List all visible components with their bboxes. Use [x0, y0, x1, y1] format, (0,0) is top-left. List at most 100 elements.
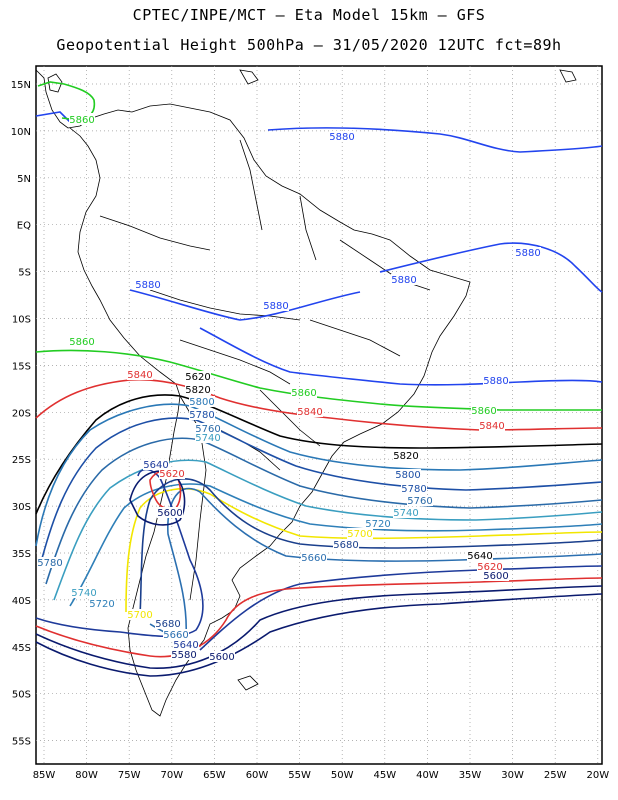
contour-label: 5680	[155, 619, 180, 630]
contour-label-bg	[159, 468, 185, 479]
contour-label: 5700	[127, 610, 152, 621]
title-line-1: CPTEC/INPE/MCT – Eta Model 15km – GFS	[132, 6, 486, 24]
contour-label: 5820	[185, 385, 210, 396]
lat-tick-label: 20S	[12, 408, 31, 419]
contour-label: 5860	[69, 337, 94, 348]
contour-label-bg	[333, 539, 359, 550]
contour-label-bg	[195, 432, 221, 443]
contour-label-bg	[71, 587, 97, 598]
contour-label: 5860	[471, 406, 496, 417]
contour-label-bg	[329, 131, 355, 142]
contour-label: 5800	[189, 397, 214, 408]
contour-label-bg	[347, 528, 373, 539]
contour-label: 5860	[291, 388, 316, 399]
contour-label-bg	[391, 274, 417, 285]
contour-label-bg	[393, 507, 419, 518]
contour-label-bg	[189, 409, 215, 420]
contour-label-bg	[365, 518, 391, 529]
lat-tick-label: 55S	[12, 737, 31, 748]
contour-label-bg	[195, 423, 221, 434]
contour-label-bg	[143, 459, 169, 470]
contour-label-bg	[393, 450, 419, 461]
contour-label: 5780	[401, 484, 426, 495]
lon-tick-label: 50W	[331, 770, 354, 781]
contour-label-bg	[89, 598, 115, 609]
lon-tick-label: 65W	[203, 770, 226, 781]
contour-label: 5640	[467, 551, 492, 562]
contour-label-bg	[163, 629, 189, 640]
contour-label-bg	[483, 570, 509, 581]
contour-label: 5600	[483, 571, 508, 582]
lon-tick-label: 40W	[416, 770, 439, 781]
lon-tick-label: 30W	[501, 770, 524, 781]
contour-label-bg	[479, 420, 505, 431]
contour-label: 5680	[333, 540, 358, 551]
contour-label: 5740	[71, 588, 96, 599]
contour-label-bg	[263, 300, 289, 311]
contour-label: 5720	[89, 599, 114, 610]
contour-label-bg	[69, 114, 95, 125]
contour-label-bg	[467, 550, 493, 561]
lat-tick-label: 40S	[12, 596, 31, 607]
contour-label: 5800	[395, 470, 420, 481]
contour-label: 5880	[391, 275, 416, 286]
lat-tick-label: 30S	[12, 502, 31, 513]
contour-label: 5780	[189, 410, 214, 421]
lat-tick-label: 10N	[11, 127, 31, 138]
contour-label: 5880	[329, 132, 354, 143]
contour-label: 5780	[37, 558, 62, 569]
contour-label: 5760	[195, 424, 220, 435]
contour-label: 5620	[477, 562, 502, 573]
title-line-2: Geopotential Height 500hPa – 31/05/2020 …	[56, 36, 562, 54]
contour-label-bg	[483, 375, 509, 386]
lat-tick-label: 15N	[11, 80, 31, 91]
contour-label-bg	[155, 618, 181, 629]
lat-tick-label: EQ	[17, 221, 31, 232]
contour-label-bg	[209, 651, 235, 662]
contour-label: 5840	[479, 421, 504, 432]
lon-tick-label: 85W	[33, 770, 56, 781]
lon-tick-label: 60W	[246, 770, 269, 781]
contour-label-bg	[407, 495, 433, 506]
contour-label: 5620	[185, 372, 210, 383]
lon-tick-label: 80W	[75, 770, 98, 781]
contour-label-bg	[189, 396, 215, 407]
contour-label: 5720	[365, 519, 390, 530]
contour-label-bg	[69, 336, 95, 347]
lon-tick-label: 45W	[373, 770, 396, 781]
axis-labels: 85W 80W 75W 70W 65W 60W 55W 50W 45W 40W 35W 30W 25W 2…	[11, 80, 609, 781]
contour-label-bg	[471, 405, 497, 416]
contour-label: 5660	[301, 553, 326, 564]
lon-tick-label: 70W	[160, 770, 183, 781]
lon-tick-label: 75W	[118, 770, 141, 781]
contour-label: 5700	[347, 529, 372, 540]
lat-tick-label: 25S	[12, 455, 31, 466]
contour-labels: 5880588058805880588058805880586058605860…	[37, 113, 541, 663]
lat-tick-label: 5N	[17, 174, 31, 185]
contour-label-bg	[401, 483, 427, 494]
contour-label: 5880	[483, 376, 508, 387]
contour-label-bg	[301, 552, 327, 563]
contour-label-bg	[185, 384, 211, 395]
contour-label: 5880	[263, 301, 288, 312]
contour-label-bg	[395, 469, 421, 480]
contour-label-bg	[37, 557, 63, 568]
lon-tick-label: 35W	[459, 770, 482, 781]
contour-label: 5820	[393, 451, 418, 462]
contour-label: 5580	[171, 650, 196, 661]
contour-label: 5840	[297, 407, 322, 418]
graticule	[36, 66, 602, 764]
contour-label-bg	[171, 649, 197, 660]
lon-tick-label: 25W	[544, 770, 567, 781]
contour-label: 5640	[173, 640, 198, 651]
lat-tick-label: 15S	[12, 361, 31, 372]
contour-label-bg	[173, 639, 199, 650]
contour-label: 5740	[195, 433, 220, 444]
contour-label: 5660	[163, 630, 188, 641]
contour-label-bg	[127, 369, 153, 380]
contour-label-bg	[135, 279, 161, 290]
contour-label: 5640	[143, 460, 168, 471]
lon-tick-label: 55W	[288, 770, 311, 781]
contour-label-bg	[157, 507, 183, 518]
